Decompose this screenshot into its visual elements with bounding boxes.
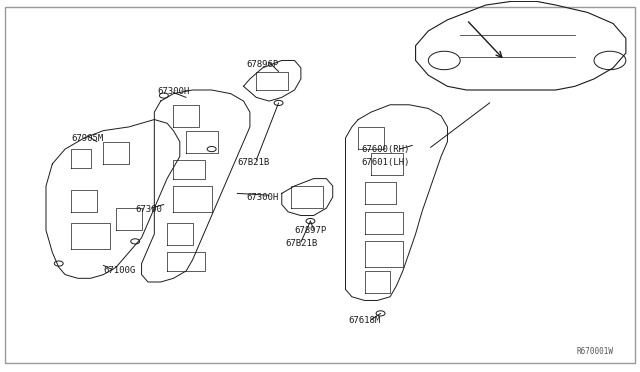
Text: R670001W: R670001W — [576, 347, 613, 356]
Text: 67300H: 67300H — [246, 193, 279, 202]
Text: 67618M: 67618M — [349, 316, 381, 325]
Text: 67601(LH): 67601(LH) — [362, 157, 410, 167]
Text: 67905M: 67905M — [72, 134, 104, 142]
Text: 67600(RH): 67600(RH) — [362, 145, 410, 154]
Text: 67896P: 67896P — [246, 60, 279, 69]
Text: 67100G: 67100G — [103, 266, 136, 275]
Text: 67300H: 67300H — [157, 87, 189, 96]
Text: 67897P: 67897P — [294, 226, 327, 235]
Text: 67B21B: 67B21B — [237, 157, 269, 167]
Text: 67300: 67300 — [135, 205, 162, 215]
Text: 67B21B: 67B21B — [285, 239, 317, 248]
